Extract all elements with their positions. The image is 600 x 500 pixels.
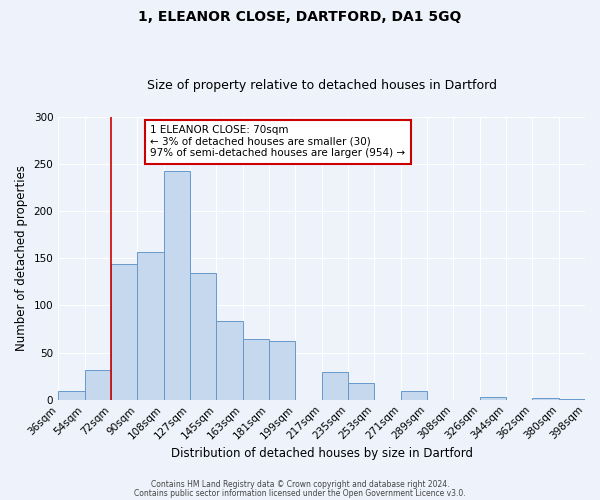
Bar <box>269 341 295 400</box>
Text: Contains HM Land Registry data © Crown copyright and database right 2024.: Contains HM Land Registry data © Crown c… <box>151 480 449 489</box>
Bar <box>348 382 374 400</box>
Bar <box>559 399 585 400</box>
Bar <box>190 274 216 400</box>
Text: Contains public sector information licensed under the Open Government Licence v3: Contains public sector information licen… <box>134 488 466 498</box>
Title: Size of property relative to detached houses in Dartford: Size of property relative to detached ho… <box>146 79 497 92</box>
Bar <box>479 397 506 400</box>
Text: 1, ELEANOR CLOSE, DARTFORD, DA1 5GQ: 1, ELEANOR CLOSE, DARTFORD, DA1 5GQ <box>139 10 461 24</box>
X-axis label: Distribution of detached houses by size in Dartford: Distribution of detached houses by size … <box>170 447 473 460</box>
Y-axis label: Number of detached properties: Number of detached properties <box>15 166 28 352</box>
Bar <box>216 322 242 400</box>
Text: 1 ELEANOR CLOSE: 70sqm
← 3% of detached houses are smaller (30)
97% of semi-deta: 1 ELEANOR CLOSE: 70sqm ← 3% of detached … <box>151 126 406 158</box>
Bar <box>532 398 559 400</box>
Bar <box>111 264 137 400</box>
Bar <box>85 370 111 400</box>
Bar <box>322 372 348 400</box>
Bar <box>242 340 269 400</box>
Bar <box>58 391 85 400</box>
Bar <box>401 391 427 400</box>
Bar <box>137 252 164 400</box>
Bar <box>164 172 190 400</box>
